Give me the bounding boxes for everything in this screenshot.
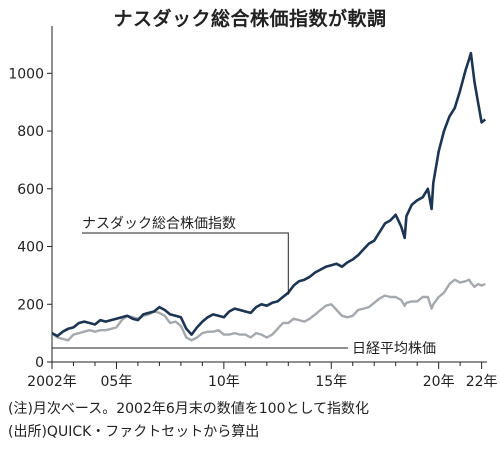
nasdaq-series-label: ナスダック総合株価指数: [82, 216, 236, 232]
series-line-nasdaq: [51, 51, 487, 338]
note-line-1: (注)月次ベース。2002年6月末の数値を100として指数化: [8, 401, 370, 417]
nikkei-series-label: 日経平均株価: [352, 341, 436, 357]
annotations-layer: ナスダック総合株価指数 日経平均株価: [51, 216, 436, 357]
x-tick-label: 20年: [423, 374, 455, 390]
line-chart: 0 200 400 600 800 1000 2002年 05年 10年 15年 20年 22年 ナス…: [8, 26, 498, 390]
x-tick-label: 10年: [208, 374, 240, 390]
y-tick-label: 0: [35, 355, 44, 371]
series-line-nikkei: [51, 278, 486, 342]
x-tick-label: 2002年: [27, 374, 77, 390]
chart-title: ナスダック総合株価指数が軟調: [113, 8, 387, 30]
x-tick-label: 15年: [315, 374, 347, 390]
chart-axes: 0 200 400 600 800 1000 2002年 05年 10年 15年 20年 22年: [8, 26, 498, 390]
y-tick-label: 400: [17, 240, 44, 256]
chart-notes: (注)月次ベース。2002年6月末の数値を100として指数化 (出所)QUICK…: [8, 398, 369, 444]
y-tick-label: 200: [17, 297, 44, 313]
x-tick-label: 05年: [101, 374, 133, 390]
note-line-2: (出所)QUICK・ファクトセットから算出: [8, 424, 260, 440]
nikkei-label-leader: [51, 336, 348, 349]
y-tick-label: 600: [17, 182, 44, 198]
series-layer: [51, 51, 487, 342]
nasdaq-label-leader: [82, 232, 289, 295]
x-tick-label: 22年: [466, 374, 498, 390]
y-tick-label: 800: [17, 124, 44, 140]
y-tick-label: 1000: [8, 66, 44, 82]
